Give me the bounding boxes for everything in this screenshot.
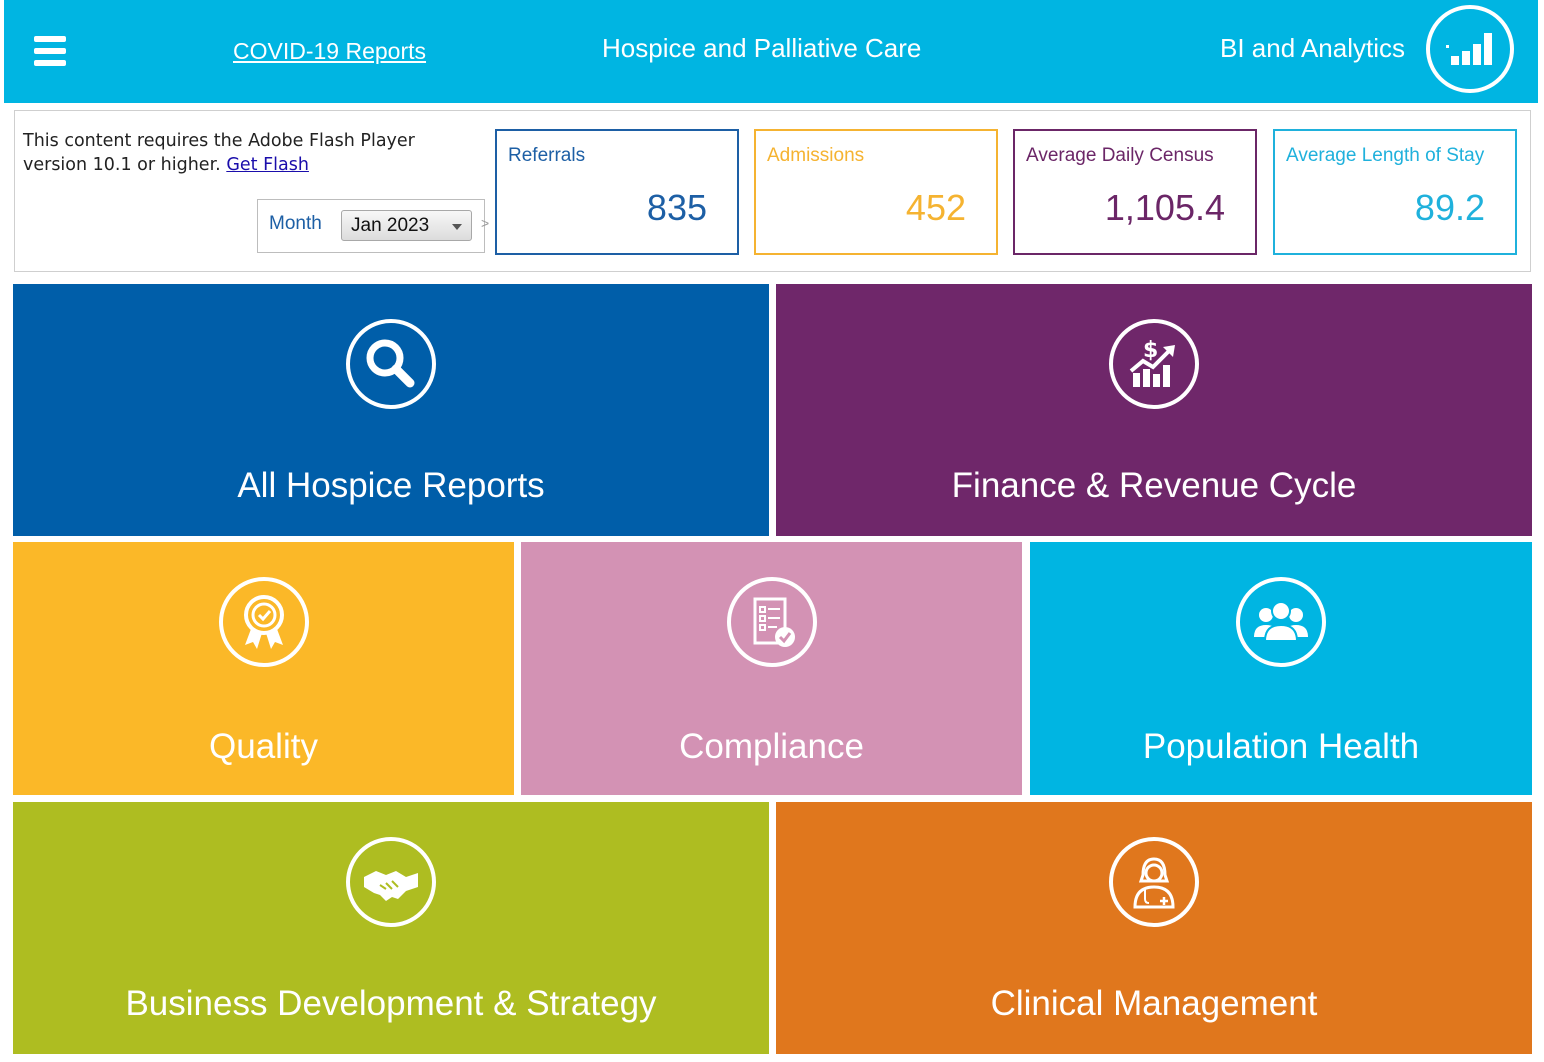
tile-all-hospice-reports[interactable]: All Hospice Reports [13,284,769,536]
handshake-icon [346,837,436,927]
month-filter-label: Month [269,213,322,234]
flash-warning: This content requires the Adobe Flash Pl… [23,129,463,177]
kpi-label: Referrals [508,145,586,166]
doctor-icon [1109,837,1199,927]
tile-population-health[interactable]: Population Health [1030,542,1532,795]
tile-business-development-strategy[interactable]: Business Development & Strategy [13,802,769,1054]
menu-icon[interactable] [34,36,66,70]
page-title: Hospice and Palliative Care [602,33,922,63]
kpi-card-referrals[interactable]: Referrals 835 [495,129,739,255]
bi-analytics-label: BI and Analytics [1220,33,1405,63]
tile-label: Clinical Management [990,984,1318,1023]
kpi-label: Average Length of Stay [1286,145,1485,166]
flash-message-text: This content requires the Adobe Flash Pl… [23,131,415,175]
kpi-value: 835 [646,187,707,228]
kpi-label: Average Daily Census [1026,145,1214,166]
kpi-card-average-length-of-stay[interactable]: Average Length of Stay 89.2 [1273,129,1517,255]
covid-reports-link[interactable]: COVID-19 Reports [233,38,427,64]
kpi-value: 89.2 [1414,187,1485,228]
top-header: COVID-19 Reports Hospice and Palliative … [4,0,1538,103]
people-group-icon [1236,577,1326,667]
month-select[interactable]: Jan 2023 [341,210,472,241]
kpi-panel: This content requires the Adobe Flash Pl… [14,110,1531,272]
month-select-value: Jan 2023 [351,215,430,236]
tile-label: Compliance [679,727,864,766]
kpi-card-admissions[interactable]: Admissions 452 [754,129,998,255]
kpi-value: 1,105.4 [1104,187,1225,228]
magnifier-icon [346,319,436,409]
svg-text:$: $ [1143,338,1158,363]
chevron-right-icon: > [481,215,490,231]
tile-label: Business Development & Strategy [125,984,657,1023]
tile-label: All Hospice Reports [237,466,545,505]
tile-clinical-management[interactable]: Clinical Management [776,802,1532,1054]
month-filter: Month Jan 2023 [257,199,485,253]
chevron-down-icon [452,224,462,230]
tile-finance-revenue-cycle[interactable]: $ Finance & Revenue Cycle [776,284,1532,536]
kpi-label: Admissions [767,145,865,166]
get-flash-link[interactable]: Get Flash [226,155,309,175]
checklist-icon [726,577,817,667]
kpi-card-average-daily-census[interactable]: Average Daily Census 1,105.4 [1013,129,1257,255]
tile-quality[interactable]: Quality [13,542,514,795]
tile-label: Quality [209,727,318,766]
tile-label: Finance & Revenue Cycle [951,466,1357,505]
tile-compliance[interactable]: Compliance [521,542,1022,795]
tile-label: Population Health [1142,727,1420,766]
award-ribbon-icon [218,577,309,667]
bar-chart-logo-icon[interactable] [1426,5,1514,93]
finance-chart-icon: $ [1109,319,1199,409]
kpi-value: 452 [905,187,966,228]
